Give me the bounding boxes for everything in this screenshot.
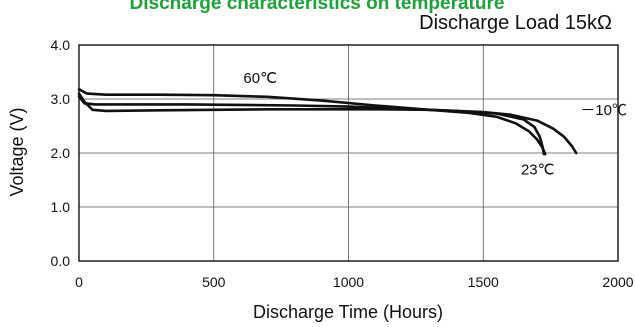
- y-tick-label: 2.0: [51, 145, 71, 161]
- grid: [79, 45, 618, 261]
- y-tick-label: 3.0: [51, 91, 71, 107]
- y-axis-label: Voltage (V): [7, 107, 27, 196]
- series-layer: [77, 88, 578, 156]
- plot-frame: [78, 44, 619, 262]
- x-tick-label: 1000: [333, 274, 364, 290]
- y-tick-label: 0.0: [51, 253, 71, 269]
- series-annotation-2: －10℃: [580, 102, 627, 119]
- chart-title: Discharge characteristics on temperature: [130, 0, 505, 14]
- x-axis-label: Discharge Time (Hours): [253, 302, 443, 322]
- annotations: 60℃ －10℃ 23℃: [243, 70, 627, 179]
- x-tick-label: 1500: [468, 274, 499, 290]
- y-tick-label: 1.0: [51, 199, 71, 215]
- x-tick-label: 500: [202, 274, 226, 290]
- tick-labels: 0 500 1000 1500 2000 0.0 1.0 2.0 3.0 4.0: [51, 37, 634, 290]
- x-tick-label: 0: [75, 274, 83, 290]
- series-line-3: [77, 92, 578, 155]
- y-tick-label: 4.0: [51, 37, 71, 53]
- series-line-2: [77, 95, 546, 156]
- series-annotation-3: 23℃: [521, 162, 555, 179]
- x-tick-label: 2000: [602, 274, 633, 290]
- chart-subtitle: Discharge Load 15kΩ: [419, 12, 612, 34]
- series-annotation-1: 60℃: [243, 70, 277, 87]
